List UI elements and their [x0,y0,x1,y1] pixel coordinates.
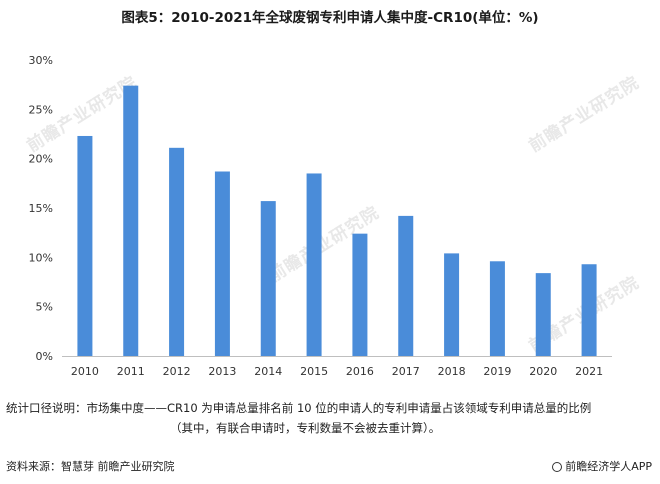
bar-2021 [581,264,597,356]
bar-2013 [214,171,230,356]
y-tick-label: 10% [29,251,53,264]
bar-2019 [489,261,505,356]
x-tick-label: 2019 [483,365,511,378]
note-line-2: （其中，有联合申请时，专利数量不会被去重计算）。 [170,421,441,435]
y-tick-label: 20% [29,153,53,166]
brand-logo-icon [552,462,563,472]
y-tick-label: 25% [29,103,53,116]
brand-text: 前瞻经济学人APP [565,460,652,473]
y-tick-label: 0% [36,350,53,363]
x-tick-label: 2020 [529,365,557,378]
x-tick-label: 2014 [254,365,282,378]
chart-title: 图表5：2010-2021年全球废钢专利申请人集中度-CR10(单位：%) [121,10,539,26]
x-tick-label: 2016 [346,365,374,378]
y-tick-label: 5% [36,301,53,314]
bar-2014 [260,201,276,356]
x-tick-label: 2017 [392,365,420,378]
x-tick-label: 2010 [71,365,99,378]
brand-label: 前瞻经济学人APP [552,458,652,474]
y-tick-label: 30% [29,54,53,67]
bar-2015 [306,173,322,356]
bar-2020 [535,273,551,356]
bar-2010 [77,135,93,356]
source-text: 资料来源：智慧芽 前瞻产业研究院 [6,460,175,473]
methodology-note: 统计口径说明：市场集中度——CR10 为申请总量排名前 10 位的申请人的专利申… [6,398,656,438]
footer: 资料来源：智慧芽 前瞻产业研究院 前瞻经济学人APP [0,458,660,478]
bar-2012 [169,147,185,356]
bar-2018 [444,253,460,356]
bar-2017 [398,215,414,356]
note-line-1: 统计口径说明：市场集中度——CR10 为申请总量排名前 10 位的申请人的专利申… [6,401,592,415]
bar-2016 [352,233,368,356]
bar-chart: 0% 5% 10% 15% 20% 25% 30% 2010 2011 2012 2013 2014… [29,54,612,378]
x-tick-label: 2013 [208,365,236,378]
x-tick-label: 2015 [300,365,328,378]
x-tick-label: 2012 [163,365,191,378]
x-tick-label: 2021 [575,365,603,378]
x-tick-label: 2018 [438,365,466,378]
bar-2011 [123,85,139,357]
x-tick-label: 2011 [117,365,145,378]
y-tick-label: 15% [29,202,53,215]
